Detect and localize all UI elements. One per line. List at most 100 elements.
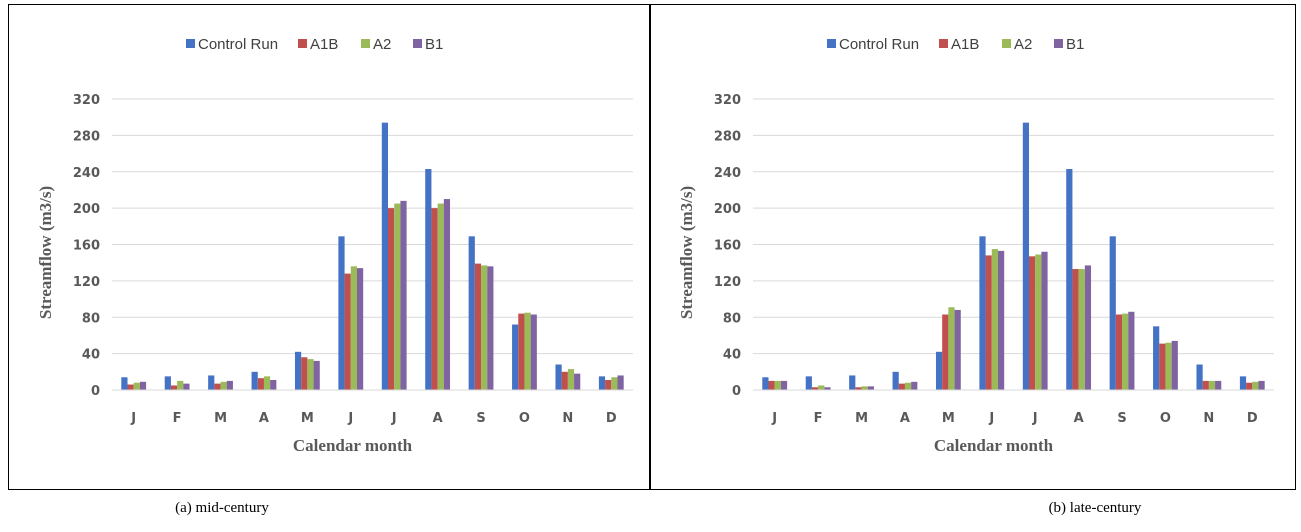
legend-label: A2 xyxy=(1014,36,1032,53)
chart-panel-a: 0 40 80 120 160 200 240 280 320 J F M A M J J A S O N D Contr… xyxy=(9,5,649,489)
y-tick-label: 240 xyxy=(714,166,741,181)
bar-b1 xyxy=(400,200,407,390)
bar-a2 xyxy=(350,266,357,390)
legend-label: B1 xyxy=(1066,36,1084,53)
x-tick-label: M xyxy=(301,411,314,426)
x-tick-label: A xyxy=(433,411,443,426)
bar-a2 xyxy=(904,382,912,390)
bar-b1 xyxy=(824,387,831,390)
bar-a2 xyxy=(1078,269,1085,390)
figure-frame: 0 40 80 120 160 200 240 280 320 J F M A M J J A S O N D Contr… xyxy=(8,4,1296,490)
bar-a1b xyxy=(1072,269,1079,390)
x-tick-label: S xyxy=(1117,411,1126,426)
x-tick-label: M xyxy=(855,411,868,426)
panel-divider xyxy=(649,5,651,489)
bar-b1 xyxy=(270,379,277,390)
bar-a2 xyxy=(220,381,227,390)
y-axis-title: Streamflow (m3/s) xyxy=(677,186,696,319)
y-tick-label: 240 xyxy=(73,166,100,181)
bar-a2 xyxy=(1035,254,1042,390)
bar-control-run xyxy=(468,236,475,390)
bar-b1 xyxy=(487,266,494,390)
legend-swatch xyxy=(939,39,948,48)
bar-control-run xyxy=(164,376,171,390)
x-tick-label: N xyxy=(562,411,573,426)
bar-control-run xyxy=(512,324,519,390)
bar-b1 xyxy=(1128,311,1135,390)
x-axis-title: Calendar month xyxy=(293,436,413,455)
chart-mid-century: 0 40 80 120 160 200 240 280 320 J F M A M J J A S O N D Contr… xyxy=(36,36,633,455)
bar-b1 xyxy=(780,380,788,390)
y-tick-label: 320 xyxy=(714,93,741,108)
bar-a2 xyxy=(567,369,575,390)
bar-a2 xyxy=(133,382,140,390)
bar-control-run xyxy=(208,375,215,390)
y-tick-label: 280 xyxy=(714,129,741,144)
y-tick-label: 280 xyxy=(73,129,100,144)
bar-a1b xyxy=(214,383,221,390)
bar-a2 xyxy=(437,203,444,390)
bar-a1b xyxy=(388,208,395,390)
bar-a1b xyxy=(257,378,264,390)
bar-a2 xyxy=(394,203,401,390)
bar-b1 xyxy=(1171,340,1178,390)
y-tick-label: 0 xyxy=(732,384,741,399)
x-tick-label: N xyxy=(1203,411,1214,426)
bar-control-run xyxy=(762,377,769,390)
x-tick-label: O xyxy=(1160,411,1171,426)
bar-a2 xyxy=(524,312,531,390)
bar-a2 xyxy=(1208,380,1216,390)
bar-a2 xyxy=(481,265,488,390)
y-tick-label: 80 xyxy=(723,311,741,326)
y-tick-label: 40 xyxy=(723,348,741,363)
bar-a1b xyxy=(518,313,525,390)
bar-control-run xyxy=(979,236,986,390)
bar-a2 xyxy=(774,380,781,390)
bar-control-run xyxy=(1153,326,1160,390)
x-tick-label: J xyxy=(988,411,994,426)
bar-control-run xyxy=(892,371,899,390)
bar-control-run xyxy=(935,351,943,390)
bar-control-run xyxy=(425,169,432,390)
bar-a2 xyxy=(263,376,271,390)
bar-control-run xyxy=(1022,122,1030,391)
y-axis-title: Streamflow (m3/s) xyxy=(36,186,55,319)
bar-b1 xyxy=(574,373,581,390)
legend-label: Control Run xyxy=(198,36,278,53)
legend-swatch xyxy=(827,39,836,48)
x-tick-label: S xyxy=(476,411,485,426)
bar-b1 xyxy=(954,309,961,390)
x-tick-label: J xyxy=(130,411,136,426)
caption-b: (b) late-century xyxy=(1048,500,1142,516)
bar-b1 xyxy=(226,380,233,390)
y-tick-label: 160 xyxy=(73,239,100,254)
x-tick-label: J xyxy=(391,411,397,426)
legend-label: A1B xyxy=(951,36,979,53)
bar-a1b xyxy=(985,255,992,390)
chart-late-century: 0 40 80 120 160 200 240 280 320 J F M A M J J A S O N D Contr… xyxy=(677,36,1274,455)
bar-control-run xyxy=(555,364,562,390)
legend-label: Control Run xyxy=(839,36,919,53)
y-tick-label: 160 xyxy=(714,239,741,254)
bar-a1b xyxy=(811,387,819,390)
y-tick-label: 120 xyxy=(714,275,741,290)
x-tick-label: D xyxy=(1247,411,1258,426)
bar-control-run xyxy=(1239,376,1247,390)
bar-a1b xyxy=(127,384,134,390)
bar-b1 xyxy=(1258,380,1265,390)
caption-a: (a) mid-century xyxy=(175,500,269,516)
x-tick-label: J xyxy=(771,411,777,426)
x-tick-label: O xyxy=(519,411,530,426)
x-tick-label: M xyxy=(214,411,227,426)
x-tick-label: A xyxy=(900,411,910,426)
bar-b1 xyxy=(1084,265,1092,390)
bar-a1b xyxy=(431,208,438,390)
bar-b1 xyxy=(530,314,537,390)
bar-b1 xyxy=(911,381,918,390)
bar-control-run xyxy=(1109,236,1116,390)
legend-swatch xyxy=(1002,39,1011,48)
legend-label: A1B xyxy=(310,36,338,53)
bar-a2 xyxy=(948,307,955,390)
bar-a2 xyxy=(177,380,184,390)
bar-a1b xyxy=(768,380,775,390)
